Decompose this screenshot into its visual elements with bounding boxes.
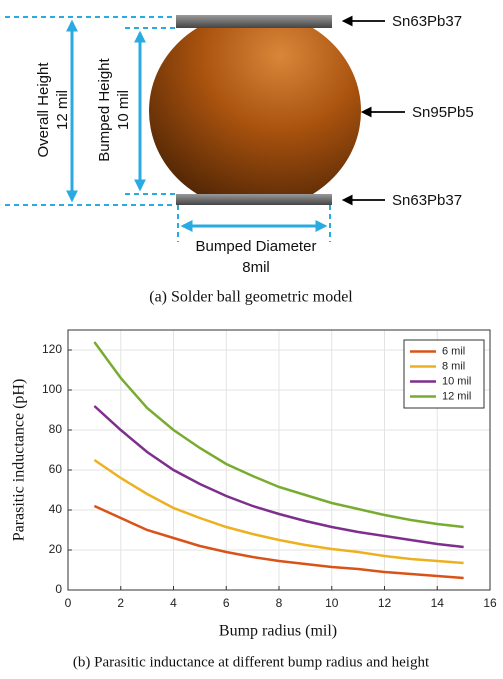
dim-label: Bumped Height (96, 57, 113, 161)
material-label: Sn63Pb37 (392, 13, 462, 30)
x-tick-label: 16 (483, 596, 497, 610)
caption: (b) Parasitic inductance at different bu… (73, 654, 430, 670)
figure: Overall Height 12 mil Bumped Height 10 m… (0, 0, 503, 679)
y-tick-label: 20 (49, 542, 63, 556)
x-tick-label: 6 (223, 596, 230, 610)
x-tick-label: 14 (431, 596, 445, 610)
y-tick-label: 80 (49, 422, 63, 436)
bottom-plate (176, 194, 332, 205)
dim-value: 10 mil (115, 90, 132, 130)
y-tick-label: 100 (42, 382, 62, 396)
dim-label: Bumped Diameter (196, 238, 317, 255)
x-axis-label: Bump radius (mil) (219, 623, 337, 640)
dim-label: Overall Height (35, 62, 52, 158)
legend-label: 12 mil (442, 390, 471, 402)
y-tick-label: 0 (55, 582, 62, 596)
x-tick-label: 2 (117, 596, 124, 610)
legend-label: 6 mil (442, 345, 465, 357)
x-tick-label: 10 (325, 596, 339, 610)
y-tick-label: 60 (49, 462, 63, 476)
x-tick-label: 8 (276, 596, 283, 610)
y-axis-label: Parasitic inductance (pH) (11, 379, 28, 542)
dim-value: 12 mil (54, 90, 71, 130)
caption: (a) Solder ball geometric model (149, 289, 353, 306)
legend-label: 10 mil (442, 375, 471, 387)
x-tick-label: 4 (170, 596, 177, 610)
page: {"diagram": {"overall_height_label": "Ov… (0, 0, 503, 679)
x-tick-label: 12 (378, 596, 392, 610)
material-label: Sn95Pb5 (412, 104, 474, 121)
y-tick-label: 40 (49, 502, 63, 516)
x-tick-label: 0 (65, 596, 72, 610)
legend-label: 8 mil (442, 360, 465, 372)
solder-ball (149, 12, 361, 210)
material-label: Sn63Pb37 (392, 192, 462, 209)
top-plate (176, 15, 332, 28)
y-tick-label: 120 (42, 342, 62, 356)
dim-value: 8mil (242, 259, 270, 276)
